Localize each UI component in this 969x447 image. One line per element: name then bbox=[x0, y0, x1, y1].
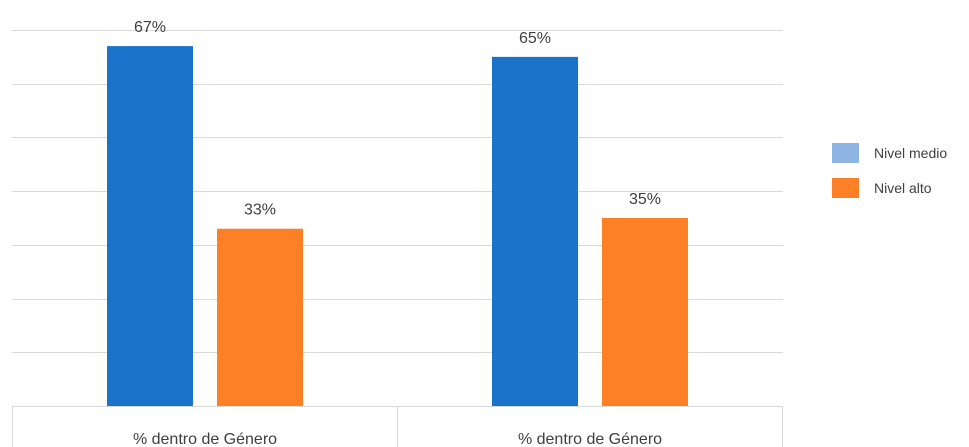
legend-swatch-nivel-alto bbox=[832, 178, 859, 198]
legend-swatch-nivel-medio bbox=[832, 143, 859, 163]
bars bbox=[107, 46, 688, 406]
bar-nivel-alto-1 bbox=[217, 228, 303, 406]
bar-nivel-medio-1 bbox=[107, 46, 193, 406]
value-label-nivel-medio-2: 65% bbox=[519, 30, 551, 47]
bar-nivel-medio-2 bbox=[492, 56, 578, 406]
legend-item-nivel-alto: Nivel alto bbox=[832, 178, 947, 198]
value-label-nivel-alto-1: 33% bbox=[244, 202, 276, 219]
bar-nivel-alto-2 bbox=[602, 218, 688, 406]
legend-item-nivel-medio: Nivel medio bbox=[832, 143, 947, 163]
category-label-1: % dentro de Género bbox=[133, 431, 277, 447]
value-label-nivel-alto-2: 35% bbox=[629, 191, 661, 208]
legend: Nivel medio Nivel alto bbox=[832, 143, 947, 213]
category-axis: % dentro de Género % dentro de Género bbox=[12, 406, 783, 447]
legend-label-nivel-alto: Nivel alto bbox=[874, 180, 932, 196]
value-labels: 67% 33% 65% 35% bbox=[134, 19, 661, 219]
category-label-2: % dentro de Género bbox=[518, 431, 662, 447]
value-label-nivel-medio-1: 67% bbox=[134, 19, 166, 36]
legend-label-nivel-medio: Nivel medio bbox=[874, 145, 948, 161]
